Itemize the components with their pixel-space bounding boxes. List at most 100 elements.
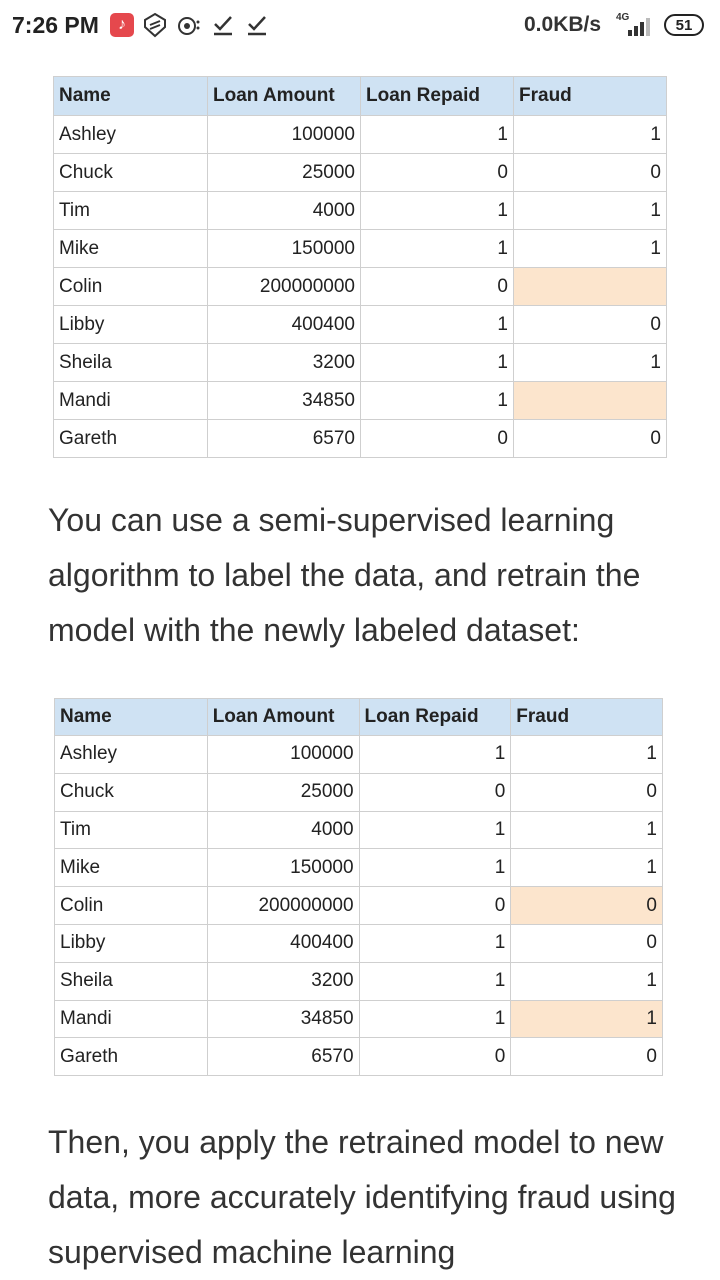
cell-loan-repaid: 1 — [358, 923, 512, 963]
network-type: 4G — [616, 12, 630, 23]
cell-loan-amount: 4000 — [206, 810, 360, 850]
cell-name: Ashley — [54, 735, 208, 774]
shield-icon — [144, 12, 166, 38]
cell-loan-repaid: 1 — [360, 229, 514, 268]
table-row: Ashley 100000 1 1 — [53, 115, 667, 154]
cell-loan-repaid: 0 — [360, 419, 514, 458]
table-row: Tim 4000 1 1 — [54, 810, 663, 850]
cell-loan-amount: 200000000 — [206, 886, 360, 925]
cell-name: Mandi — [53, 381, 208, 420]
cell-fraud: 1 — [510, 848, 663, 888]
table-header-row: Name Loan Amount Loan Repaid Fraud — [54, 698, 663, 736]
explanation-paragraph: You can use a semi-supervised learning a… — [48, 502, 641, 648]
cell-loan-repaid: 0 — [360, 267, 514, 306]
cell-loan-repaid: 1 — [360, 115, 514, 154]
table-row: Colin 200000000 0 — [53, 267, 667, 306]
header-fraud: Fraud — [510, 698, 663, 736]
cell-loan-amount: 3200 — [206, 961, 360, 1001]
table-row: Mandi 34850 1 1 — [54, 999, 663, 1039]
cell-fraud: 1 — [513, 343, 667, 382]
cell-loan-repaid: 0 — [358, 772, 512, 812]
status-bar: 7:26 PM ♪ 0.0KB/s 4G 51 — [0, 0, 720, 52]
table-row: Ashley 100000 1 1 — [54, 735, 663, 774]
download-done-icon — [214, 16, 232, 36]
cell-loan-amount: 100000 — [207, 115, 361, 154]
table-row: Mike 150000 1 1 — [53, 229, 667, 268]
unlabeled-data-table: Name Loan Amount Loan Repaid Fraud Ashle… — [53, 76, 667, 458]
cell-loan-amount: 25000 — [206, 772, 360, 812]
cell-name: Mike — [53, 229, 208, 268]
cell-name: Gareth — [53, 419, 208, 458]
cell-fraud: 1 — [513, 229, 667, 268]
cell-loan-repaid: 1 — [358, 810, 512, 850]
header-fraud: Fraud — [513, 76, 667, 116]
table-row: Gareth 6570 0 0 — [54, 1037, 663, 1077]
cell-name: Tim — [53, 191, 208, 230]
cell-fraud: 0 — [513, 419, 667, 458]
header-loan-repaid: Loan Repaid — [360, 76, 514, 116]
cell-fraud: 0 — [513, 305, 667, 344]
cell-loan-amount: 400400 — [206, 923, 360, 963]
labeled-data-table: Name Loan Amount Loan Repaid Fraud Ashle… — [54, 698, 663, 1077]
table-row: Mike 150000 1 1 — [54, 848, 663, 888]
battery-level: 51 — [675, 16, 693, 34]
cell-loan-repaid: 1 — [360, 381, 514, 420]
header-name: Name — [54, 698, 208, 736]
table-row: Chuck 25000 0 0 — [54, 772, 663, 812]
cell-loan-repaid: 1 — [360, 343, 514, 382]
cell-fraud: 0 — [510, 886, 663, 925]
cell-fraud: 1 — [510, 735, 663, 774]
cell-fraud: 0 — [510, 1037, 663, 1077]
screen-record-icon — [178, 17, 200, 35]
cell-fraud: 1 — [513, 191, 667, 230]
table-row: Sheila 3200 1 1 — [53, 343, 667, 382]
cell-name: Chuck — [53, 153, 208, 192]
cell-fraud: 0 — [510, 772, 663, 812]
signal-icon: 4G — [616, 12, 650, 36]
cell-name: Chuck — [54, 772, 208, 812]
cell-loan-amount: 4000 — [207, 191, 361, 230]
network-speed: 0.0KB/s — [524, 13, 602, 36]
cell-loan-amount: 100000 — [206, 735, 360, 774]
cell-loan-repaid: 0 — [358, 1037, 512, 1077]
cell-fraud: 1 — [513, 115, 667, 154]
battery-icon: 51 — [664, 14, 704, 36]
cell-loan-amount: 34850 — [206, 999, 360, 1039]
cell-loan-amount: 34850 — [207, 381, 361, 420]
cell-fraud: 1 — [510, 961, 663, 1001]
cell-name: Colin — [54, 886, 208, 925]
cell-name: Libby — [53, 305, 208, 344]
cell-loan-repaid: 1 — [358, 961, 512, 1001]
header-loan-repaid: Loan Repaid — [358, 698, 512, 736]
cell-name: Mike — [54, 848, 208, 888]
notification-icons: ♪ — [110, 11, 270, 39]
table-row: Libby 400400 1 0 — [54, 923, 663, 963]
cell-name: Colin — [53, 267, 208, 306]
status-time: 7:26 PM — [12, 12, 99, 38]
cell-loan-amount: 6570 — [207, 419, 361, 458]
cell-loan-repaid: 0 — [360, 153, 514, 192]
cell-loan-amount: 6570 — [206, 1037, 360, 1077]
conclusion-paragraph: Then, you apply the retrained model to n… — [48, 1124, 676, 1270]
cell-fraud: 1 — [510, 999, 663, 1039]
header-loan-amount: Loan Amount — [206, 698, 360, 736]
table-row: Libby 400400 1 0 — [53, 305, 667, 344]
table-row: Tim 4000 1 1 — [53, 191, 667, 230]
cell-name: Ashley — [53, 115, 208, 154]
cell-fraud — [513, 381, 667, 420]
tiktok-icon: ♪ — [110, 13, 134, 37]
table-row: Sheila 3200 1 1 — [54, 961, 663, 1001]
cell-loan-amount: 150000 — [207, 229, 361, 268]
table-row: Colin 200000000 0 0 — [54, 886, 663, 925]
cell-loan-amount: 400400 — [207, 305, 361, 344]
cell-fraud: 1 — [510, 810, 663, 850]
cell-loan-repaid: 1 — [358, 735, 512, 774]
cell-fraud: 0 — [513, 153, 667, 192]
cell-name: Sheila — [54, 961, 208, 1001]
cell-loan-amount: 25000 — [207, 153, 361, 192]
cell-fraud — [513, 267, 667, 306]
cell-loan-amount: 3200 — [207, 343, 361, 382]
cell-name: Sheila — [53, 343, 208, 382]
header-loan-amount: Loan Amount — [207, 76, 361, 116]
table-header-row: Name Loan Amount Loan Repaid Fraud — [53, 76, 667, 116]
